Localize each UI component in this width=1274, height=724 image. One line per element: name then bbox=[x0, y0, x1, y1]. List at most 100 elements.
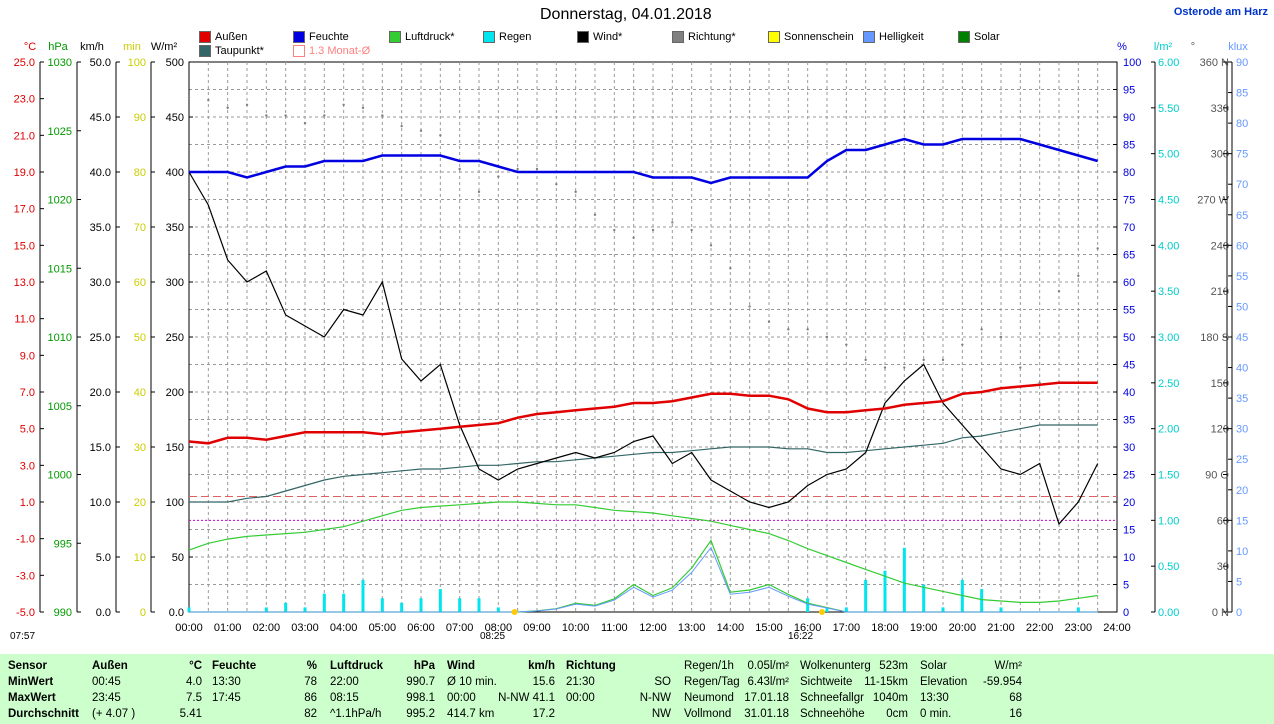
brightness-unit: klux bbox=[1228, 41, 1248, 53]
time-tick: 10:00 bbox=[562, 622, 590, 634]
rain-bar bbox=[380, 598, 384, 612]
wind-tick: 40.0 bbox=[90, 167, 111, 179]
rain-bar bbox=[477, 598, 481, 612]
brightness-tick: 65 bbox=[1236, 210, 1248, 222]
summary-value: 11-15km bbox=[864, 676, 908, 688]
wind-tick: 20.0 bbox=[90, 387, 111, 399]
temp-tick: 23.0 bbox=[14, 94, 35, 106]
rain-tick: 1.50 bbox=[1158, 470, 1179, 482]
summary-value: 86 bbox=[304, 692, 317, 704]
direction-point bbox=[323, 114, 326, 117]
rain-tick: 3.00 bbox=[1158, 332, 1179, 344]
legend-label: Sonnenschein bbox=[784, 31, 854, 43]
summary-value: SO bbox=[654, 676, 671, 688]
brightness-tick: 30 bbox=[1236, 424, 1248, 436]
legend-swatch bbox=[199, 31, 211, 43]
legend-item: Luftdruck* bbox=[389, 31, 455, 43]
rain-bar bbox=[941, 607, 945, 612]
direction-point bbox=[632, 236, 635, 239]
legend-label: Wind* bbox=[593, 31, 623, 43]
legend-label: Feuchte bbox=[309, 31, 349, 43]
summary-row: Schneefallgr 1040m bbox=[800, 690, 908, 706]
summary-header: Luftdruck hPa bbox=[330, 658, 435, 674]
rain-tick: 4.00 bbox=[1158, 240, 1179, 252]
time-tick: 02:00 bbox=[253, 622, 281, 634]
time-tick: 09:00 bbox=[523, 622, 551, 634]
summary-row: 00:00 N-NW 41.1 bbox=[447, 690, 555, 706]
solar-tick: 450 bbox=[166, 112, 184, 124]
solar-tick: 100 bbox=[166, 497, 184, 509]
pressure-unit: hPa bbox=[48, 41, 68, 53]
brightness-tick: 0 bbox=[1236, 607, 1242, 619]
direction-point bbox=[342, 103, 345, 106]
summary-label: 00:00 bbox=[566, 692, 595, 704]
sunshine-tick: 80 bbox=[134, 167, 146, 179]
temp-tick: 13.0 bbox=[14, 277, 35, 289]
brightness-tick: 10 bbox=[1236, 546, 1248, 558]
direction-point bbox=[361, 106, 365, 110]
summary-row: 13:30 68 bbox=[920, 690, 1022, 706]
summary-label: Luftdruck bbox=[330, 660, 384, 672]
humidity-tick: 35 bbox=[1123, 415, 1135, 427]
summary-label: Außen bbox=[92, 660, 128, 672]
summary-value: 68 bbox=[1009, 692, 1022, 704]
time-tick: 16:00 bbox=[794, 622, 822, 634]
brightness-tick: 50 bbox=[1236, 301, 1248, 313]
summary-value: N-NW bbox=[639, 692, 671, 704]
time-tick: 03:00 bbox=[291, 622, 319, 634]
wind-tick: 25.0 bbox=[90, 332, 111, 344]
temp-tick: 3.0 bbox=[20, 460, 35, 472]
sunrise-time: 08:25 bbox=[480, 631, 506, 642]
rain-tick: 3.50 bbox=[1158, 286, 1179, 298]
rain-tick: 6.00 bbox=[1158, 57, 1179, 69]
summary-label: Feuchte bbox=[212, 660, 257, 672]
humidity-tick: 45 bbox=[1123, 360, 1135, 372]
rain-bar bbox=[322, 593, 326, 612]
direction-tick: 90 O bbox=[1205, 470, 1229, 482]
solar-tick: 0.0 bbox=[169, 607, 184, 619]
direction-point bbox=[767, 320, 771, 323]
pressure-tick: 1010 bbox=[48, 332, 72, 344]
summary-value: 17.01.18 bbox=[744, 692, 789, 704]
humidity-tick: 85 bbox=[1123, 140, 1135, 152]
summary-value: 0cm bbox=[886, 708, 908, 720]
pressure-line bbox=[188, 501, 1098, 604]
direction-point bbox=[303, 121, 307, 125]
direction-point bbox=[1096, 247, 1099, 250]
rain-bar bbox=[864, 579, 868, 612]
humidity-tick: 60 bbox=[1123, 277, 1135, 289]
summary-label: MaxWert bbox=[8, 692, 56, 704]
temp-tick: 19.0 bbox=[14, 167, 35, 179]
summary-value: 990.7 bbox=[406, 676, 435, 688]
direction-tick: 150 bbox=[1211, 378, 1229, 390]
brightness-tick: 20 bbox=[1236, 485, 1248, 497]
summary-column: Wind km/h Ø 10 min. 15.6 00:00 N-NW 41.1 414.7… bbox=[447, 658, 555, 722]
direction-point bbox=[477, 190, 481, 194]
sunshine-tick: 40 bbox=[134, 387, 146, 399]
summary-value: 7.5 bbox=[186, 692, 202, 704]
rain-bar bbox=[342, 593, 346, 612]
time-tick: 19:00 bbox=[910, 622, 938, 634]
brightness-tick: 80 bbox=[1236, 118, 1248, 130]
station-link[interactable]: Osterode am Harz bbox=[1173, 6, 1268, 18]
summary-label: Regen/1h bbox=[684, 660, 734, 672]
summary-value: 995.2 bbox=[406, 708, 435, 720]
sunset-marker bbox=[818, 609, 825, 615]
solar-tick: 250 bbox=[166, 332, 184, 344]
legend-label: Luftdruck* bbox=[405, 31, 455, 43]
sunshine-tick: 100 bbox=[128, 57, 146, 69]
direction-point bbox=[226, 106, 229, 110]
summary-label: Durchschnitt bbox=[8, 708, 79, 720]
summary-column: Regen/1h 0.05l/m² Regen/Tag 6.43l/m² Neumond… bbox=[684, 658, 789, 722]
direction-point bbox=[400, 124, 403, 128]
sunshine-tick: 30 bbox=[134, 442, 146, 454]
pressure-tick: 995 bbox=[54, 538, 72, 550]
direction-point bbox=[651, 228, 655, 232]
rain-tick: 5.50 bbox=[1158, 103, 1179, 115]
brightness-tick: 55 bbox=[1236, 271, 1248, 283]
summary-row: Schneehöhe 0cm bbox=[800, 706, 908, 722]
wind-tick: 0.0 bbox=[96, 607, 111, 619]
wind-tick: 15.0 bbox=[90, 442, 111, 454]
rain-tick: 2.00 bbox=[1158, 424, 1179, 436]
summary-header: Richtung bbox=[566, 658, 671, 674]
